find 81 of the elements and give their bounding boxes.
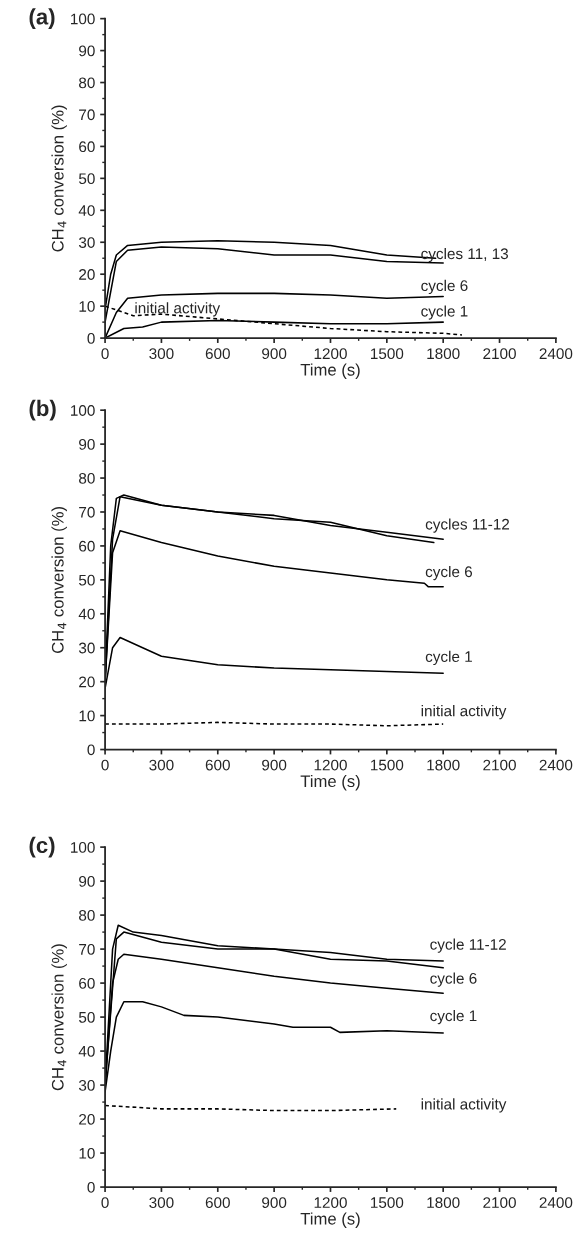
y-tick-label: 70 bbox=[79, 943, 95, 955]
y-tick-label: 80 bbox=[79, 909, 95, 921]
y-tick-label: 60 bbox=[79, 977, 95, 989]
annotation: cycle 6 bbox=[430, 972, 477, 987]
y-tick-label: 10 bbox=[79, 710, 95, 722]
y-tick-label: 90 bbox=[79, 45, 95, 57]
x-axis-title: Time (s) bbox=[300, 1212, 360, 1228]
x-tick-label: 2400 bbox=[539, 759, 573, 771]
y-tick-label: 100 bbox=[71, 841, 95, 853]
x-tick-label: 2400 bbox=[539, 348, 573, 360]
x-tick-label: 1200 bbox=[314, 759, 347, 771]
annotation: cycle 6 bbox=[421, 279, 468, 295]
y-tick-label: 10 bbox=[79, 301, 95, 312]
y-tick-label: 60 bbox=[79, 141, 95, 153]
y-tick-label: 0 bbox=[87, 332, 95, 344]
x-tick-label: 300 bbox=[149, 1197, 174, 1209]
y-tick-label: 70 bbox=[79, 506, 95, 518]
x-tick-label: 900 bbox=[262, 759, 287, 771]
y-tick-label: 30 bbox=[78, 237, 95, 248]
x-tick-label: 1800 bbox=[427, 1197, 460, 1209]
x-tick-label: 0 bbox=[101, 348, 109, 360]
y-tick-label: 50 bbox=[78, 1011, 95, 1023]
y-tick-label: 50 bbox=[78, 173, 95, 185]
y-tick-label: 80 bbox=[79, 77, 95, 89]
y-tick-label: 0 bbox=[87, 1181, 95, 1193]
chart-title: (a) bbox=[29, 8, 55, 29]
annotation: initial activity bbox=[135, 302, 221, 317]
x-tick-label: 1500 bbox=[371, 759, 404, 771]
y-tick-label: 50 bbox=[78, 574, 95, 586]
x-tick-label: 600 bbox=[205, 759, 230, 771]
x-tick-label: 600 bbox=[205, 1197, 230, 1209]
y-tick-label: 20 bbox=[79, 676, 95, 688]
y-tick-label: 30 bbox=[78, 642, 95, 654]
x-tick-label: 1500 bbox=[371, 348, 404, 360]
x-axis-title: Time (s) bbox=[300, 774, 360, 791]
x-tick-label: 2100 bbox=[483, 759, 516, 771]
y-tick-label: 100 bbox=[71, 405, 95, 416]
y-tick-label: 40 bbox=[78, 205, 95, 216]
y-tick-label: 30 bbox=[78, 1079, 95, 1091]
x-tick-label: 300 bbox=[149, 759, 174, 771]
x-tick-label: 1200 bbox=[314, 348, 347, 360]
x-tick-label: 0 bbox=[101, 759, 109, 771]
annotation: cycle 1 bbox=[425, 650, 472, 666]
x-tick-label: 300 bbox=[149, 348, 174, 360]
annotation: initial activity bbox=[421, 1098, 507, 1113]
y-tick-label: 100 bbox=[71, 13, 95, 25]
y-tick-label: 80 bbox=[79, 472, 95, 484]
annotation: cycle 1 bbox=[430, 1009, 477, 1025]
x-tick-label: 1500 bbox=[371, 1197, 404, 1209]
chart-title: (c) bbox=[29, 836, 55, 858]
y-tick-label: 90 bbox=[79, 875, 95, 887]
x-tick-label: 900 bbox=[262, 1197, 287, 1209]
annotation: cycles 11, 13 bbox=[421, 247, 509, 263]
x-tick-label: 600 bbox=[205, 348, 230, 360]
y-axis-title: CH$_{4}$ conversion (%) bbox=[51, 944, 67, 1091]
y-axis-title: CH$_{4}$ conversion (%) bbox=[51, 105, 67, 252]
y-tick-label: 60 bbox=[79, 540, 95, 552]
y-tick-label: 0 bbox=[87, 744, 95, 756]
y-tick-label: 40 bbox=[78, 1045, 95, 1057]
y-tick-label: 90 bbox=[79, 438, 95, 450]
annotation: cycle 6 bbox=[425, 565, 473, 581]
y-tick-label: 70 bbox=[79, 109, 95, 121]
x-tick-label: 0 bbox=[101, 1197, 109, 1209]
x-axis-title: Time (s) bbox=[300, 363, 360, 379]
x-tick-label: 2100 bbox=[483, 1197, 516, 1209]
chart-title: (b) bbox=[29, 399, 56, 421]
y-tick-label: 20 bbox=[79, 269, 95, 280]
x-tick-label: 1800 bbox=[427, 759, 460, 771]
y-axis-title: CH$_{4}$ conversion (%) bbox=[51, 507, 67, 654]
y-tick-label: 40 bbox=[78, 608, 95, 620]
annotation: cycles 11-12 bbox=[425, 518, 510, 533]
x-tick-label: 2400 bbox=[539, 1197, 573, 1209]
x-tick-label: 2100 bbox=[483, 348, 516, 360]
annotation: cycle 11-12 bbox=[430, 938, 506, 953]
x-tick-label: 1200 bbox=[314, 1197, 347, 1209]
y-tick-label: 10 bbox=[79, 1147, 95, 1159]
y-tick-label: 20 bbox=[79, 1113, 95, 1125]
annotation: cycle 1 bbox=[421, 305, 468, 320]
x-tick-label: 900 bbox=[262, 348, 287, 360]
annotation: initial activity bbox=[421, 705, 507, 720]
x-tick-label: 1800 bbox=[427, 348, 460, 360]
